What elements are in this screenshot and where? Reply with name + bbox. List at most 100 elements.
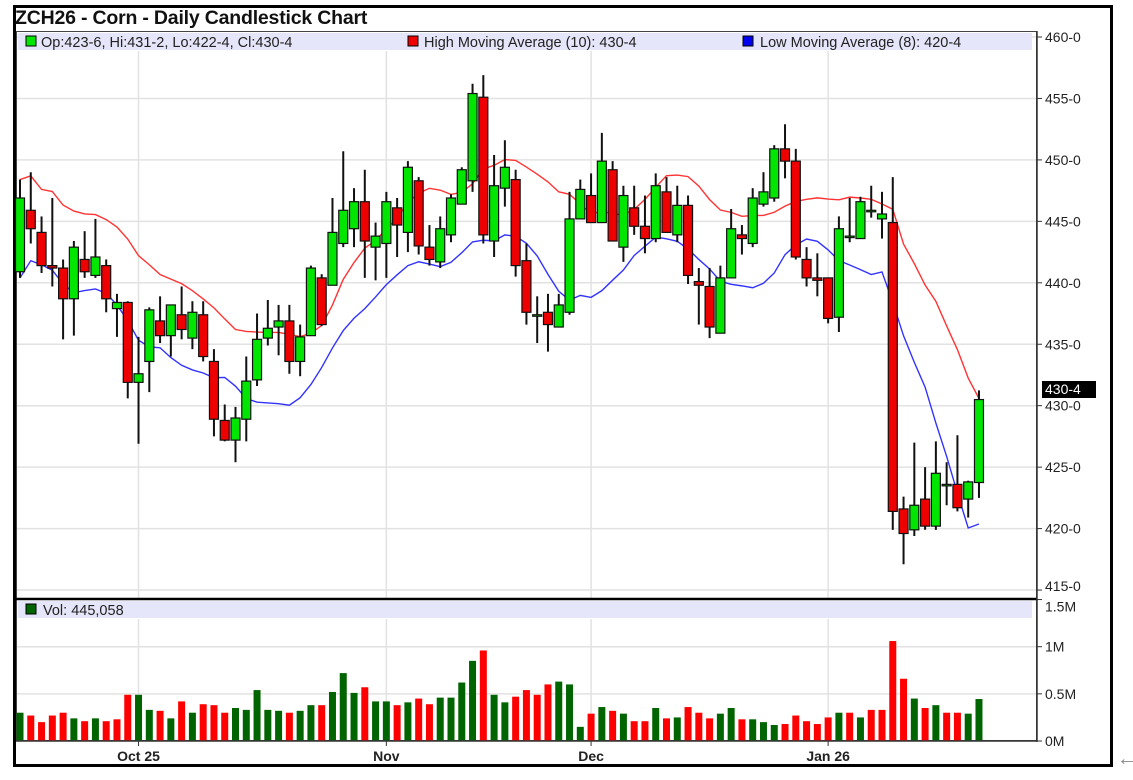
- volume-bar: [350, 692, 358, 741]
- candle-body: [564, 218, 575, 313]
- volume-bar: [479, 650, 487, 741]
- volume-bar: [232, 707, 239, 741]
- candle-body: [284, 320, 295, 363]
- candle-body: [456, 169, 467, 205]
- volume-bar: [856, 717, 864, 741]
- candle: [25, 172, 36, 244]
- candle-body: [413, 180, 424, 247]
- candle: [661, 177, 672, 234]
- candle-body: [198, 314, 209, 358]
- candle-body: [499, 166, 510, 189]
- candle-body: [402, 166, 413, 234]
- candle-body: [79, 258, 90, 273]
- candle: [176, 286, 187, 340]
- volume-bar: [285, 712, 293, 741]
- candle: [295, 324, 306, 377]
- candle: [736, 225, 748, 255]
- candle: [198, 301, 209, 362]
- candle: [230, 406, 241, 463]
- candle: [521, 243, 532, 325]
- candle-body: [521, 260, 532, 313]
- candle: [456, 167, 467, 205]
- price-tick-label: 430-0: [1045, 398, 1081, 414]
- volume-bar: [663, 718, 670, 741]
- candle-body: [381, 201, 392, 245]
- volume-bar: [501, 702, 509, 741]
- candle-body: [25, 209, 36, 230]
- price-tick-label: 420-0: [1045, 521, 1081, 537]
- candle: [682, 195, 694, 285]
- volume-bar: [156, 710, 164, 741]
- legend-band: [18, 33, 1032, 50]
- candle: [14, 179, 26, 278]
- candle: [478, 75, 489, 244]
- volume-bar: [619, 713, 627, 741]
- candle-body: [101, 264, 112, 300]
- candle: [111, 293, 123, 337]
- legend-low-ma: Low Moving Average (8): 420-4: [760, 35, 961, 51]
- candle-body: [532, 314, 543, 317]
- volume-bar: [275, 710, 283, 741]
- candle: [833, 216, 845, 332]
- candle: [726, 209, 737, 279]
- volume-bar: [900, 678, 908, 741]
- volume-bar: [145, 709, 153, 741]
- candle: [327, 197, 338, 286]
- candle-body: [133, 373, 144, 383]
- candle-body: [585, 194, 597, 224]
- volume-bar: [738, 719, 746, 741]
- volume-bar: [372, 701, 380, 741]
- candle-body: [596, 160, 607, 224]
- volume-bar: [759, 722, 767, 741]
- date-tick-label: Dec: [578, 748, 604, 764]
- candle: [101, 259, 112, 313]
- volume-bar: [469, 660, 477, 741]
- volume-bar: [846, 712, 854, 741]
- volume-bar: [339, 673, 347, 741]
- candle: [898, 496, 909, 565]
- candle-body: [930, 472, 941, 527]
- high-moving-average-line: [19, 158, 980, 399]
- candle-body: [316, 277, 327, 326]
- volume-legend: Vol: 445,058: [18, 601, 1032, 619]
- volume-bar: [221, 712, 229, 741]
- candle-body: [273, 320, 284, 328]
- candle: [596, 132, 607, 224]
- last-price-box: [1042, 381, 1096, 398]
- candle: [370, 222, 381, 281]
- candle: [381, 191, 392, 278]
- arrow-left-icon[interactable]: ←: [1117, 748, 1133, 770]
- candle-body: [553, 304, 564, 328]
- candle: [963, 480, 974, 518]
- volume-bar: [716, 713, 724, 741]
- candle-body: [736, 234, 748, 240]
- candle-body: [262, 327, 273, 339]
- candle: [435, 216, 446, 269]
- candle: [273, 304, 284, 356]
- volume-bar: [576, 726, 584, 741]
- volume-bar: [695, 712, 703, 741]
- candle-body: [359, 201, 370, 242]
- volume-bar: [781, 724, 789, 741]
- volume-bar: [404, 702, 412, 741]
- volume-bar: [512, 696, 520, 741]
- price-legend: Op:423-6, Hi:431-2, Lo:422-4, Cl:430-4 H…: [18, 33, 1032, 51]
- candle: [607, 161, 618, 242]
- candle: [359, 169, 370, 278]
- price-tick-label: 455-0: [1045, 90, 1081, 106]
- volume-bar: [318, 705, 326, 741]
- candle-body: [952, 483, 963, 509]
- candle-body: [338, 209, 349, 245]
- date-tick-label: Nov: [373, 748, 400, 764]
- candle: [241, 356, 252, 442]
- volume-bar: [188, 712, 196, 741]
- candle: [36, 216, 47, 273]
- candle: [542, 293, 554, 352]
- candle: [445, 194, 457, 243]
- volume-bar: [70, 718, 78, 741]
- candle-body: [327, 231, 338, 286]
- candle-body: [392, 207, 403, 226]
- volume-bar: [598, 707, 606, 741]
- candle-body: [898, 508, 909, 535]
- candle: [219, 404, 230, 442]
